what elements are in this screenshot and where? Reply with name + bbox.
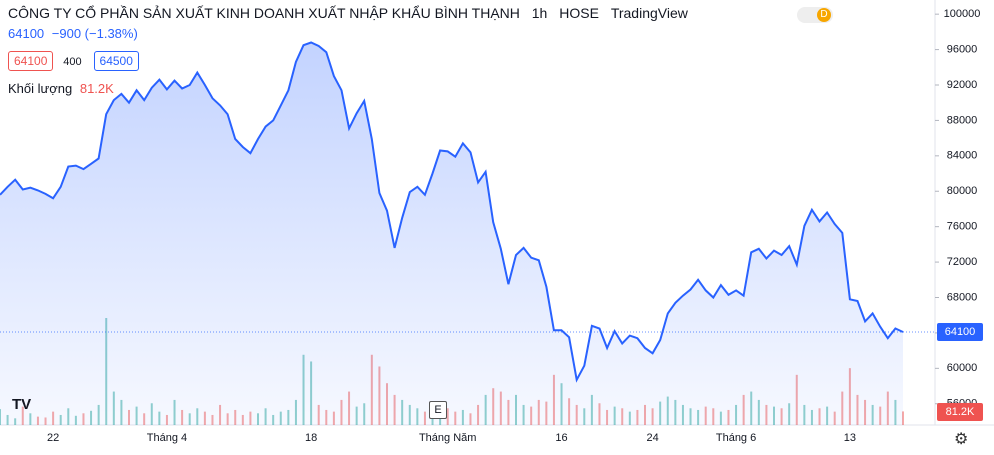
x-tick-label: 24: [646, 432, 658, 444]
status-badge: D: [817, 8, 831, 22]
status-pill[interactable]: D: [797, 7, 833, 23]
symbol-title: CÔNG TY CỔ PHẦN SẢN XUẤT KINH DOANH XUẤT…: [8, 5, 520, 21]
volume-legend: Khối lượng 81.2K: [8, 81, 114, 96]
price-line: 64100 −900 (−1.38%): [8, 26, 138, 41]
last-volume-box: [937, 403, 983, 421]
price-area: [0, 42, 903, 425]
y-tick-label: 76000: [947, 221, 978, 233]
last-price: 64100: [8, 26, 45, 41]
y-tick-label: 80000: [947, 185, 978, 197]
y-tick-label: 68000: [947, 291, 978, 303]
spread: 400: [63, 56, 82, 68]
y-tick-label: 92000: [947, 79, 978, 91]
buy-button[interactable]: 64500: [93, 51, 139, 71]
last-price-box: [937, 323, 983, 342]
tv-logo[interactable]: TV: [12, 396, 32, 413]
last-volume-label: 81.2K: [946, 406, 975, 418]
header-line: CÔNG TY CỔ PHẦN SẢN XUẤT KINH DOANH XUẤT…: [8, 5, 688, 21]
x-tick-label: 16: [555, 432, 567, 444]
x-tick-label: 22: [47, 432, 59, 444]
event-marker[interactable]: E: [429, 401, 447, 419]
order-boxes: 64100 400 64500: [8, 51, 145, 71]
x-tick-label: 18: [305, 432, 317, 444]
settings-icon[interactable]: ⚙: [954, 431, 969, 448]
price-change: −900 (−1.38%): [51, 26, 138, 41]
interval[interactable]: 1h: [531, 5, 548, 21]
y-tick-label: 100000: [944, 8, 981, 20]
y-tick-label: 84000: [947, 150, 978, 162]
y-tick-label: 72000: [947, 256, 978, 268]
last-price-label: 64100: [945, 326, 976, 338]
source: TradingView: [610, 5, 688, 21]
exchange: HOSE: [559, 5, 599, 21]
x-tick-label: 13: [844, 432, 856, 444]
sell-button[interactable]: 64100: [8, 51, 54, 71]
x-tick-label: Tháng 4: [147, 432, 187, 444]
volume-value: 81.2K: [79, 81, 114, 96]
price-line: [0, 41, 904, 383]
y-tick-label: 88000: [947, 114, 978, 126]
x-tick-label: Tháng Năm: [419, 432, 476, 444]
x-tick-label: Tháng 6: [716, 432, 756, 444]
y-tick-label: 96000: [947, 43, 978, 55]
volume-title: Khối lượng: [8, 81, 73, 96]
y-tick-label: 60000: [947, 362, 978, 374]
